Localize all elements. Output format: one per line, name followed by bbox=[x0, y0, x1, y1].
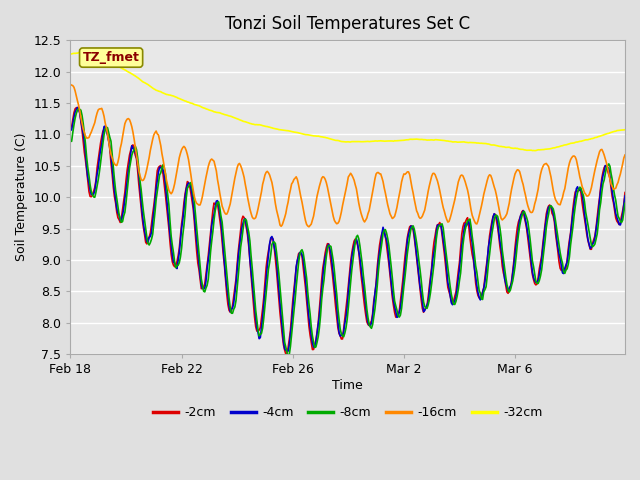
-4cm bbox=[621, 193, 629, 199]
-16cm bbox=[621, 152, 629, 158]
-32cm bbox=[621, 127, 629, 132]
-2cm bbox=[283, 352, 291, 358]
-4cm bbox=[303, 289, 310, 295]
-16cm bbox=[67, 82, 74, 87]
Text: TZ_fmet: TZ_fmet bbox=[83, 51, 140, 64]
-32cm bbox=[84, 48, 92, 53]
Line: -2cm: -2cm bbox=[70, 108, 625, 355]
-16cm bbox=[239, 170, 247, 176]
-16cm bbox=[404, 169, 412, 175]
Title: Tonzi Soil Temperatures Set C: Tonzi Soil Temperatures Set C bbox=[225, 15, 470, 33]
-4cm bbox=[284, 348, 292, 354]
-8cm bbox=[476, 290, 484, 296]
-32cm bbox=[67, 51, 74, 57]
-8cm bbox=[303, 276, 310, 281]
-16cm bbox=[305, 224, 313, 229]
-8cm bbox=[284, 354, 292, 360]
-2cm bbox=[303, 298, 310, 304]
-4cm bbox=[74, 105, 81, 110]
-16cm bbox=[378, 175, 386, 180]
-4cm bbox=[379, 225, 387, 230]
-2cm bbox=[240, 215, 248, 220]
-8cm bbox=[621, 200, 629, 206]
-8cm bbox=[240, 218, 248, 224]
-4cm bbox=[476, 297, 484, 303]
-16cm bbox=[476, 213, 483, 219]
-8cm bbox=[573, 196, 580, 202]
-2cm bbox=[476, 296, 484, 302]
X-axis label: Time: Time bbox=[332, 379, 363, 392]
-8cm bbox=[75, 106, 83, 112]
-2cm bbox=[406, 224, 413, 230]
-32cm bbox=[476, 140, 483, 146]
-16cm bbox=[300, 212, 308, 217]
-8cm bbox=[67, 138, 74, 144]
Line: -16cm: -16cm bbox=[70, 84, 625, 227]
Line: -4cm: -4cm bbox=[70, 108, 625, 351]
-32cm bbox=[531, 148, 538, 154]
-2cm bbox=[621, 190, 629, 195]
Line: -8cm: -8cm bbox=[70, 109, 625, 357]
Legend: -2cm, -4cm, -8cm, -16cm, -32cm: -2cm, -4cm, -8cm, -16cm, -32cm bbox=[148, 401, 548, 424]
-2cm bbox=[74, 105, 81, 110]
Y-axis label: Soil Temperature (C): Soil Temperature (C) bbox=[15, 133, 28, 261]
-32cm bbox=[404, 137, 412, 143]
-16cm bbox=[572, 154, 579, 160]
-8cm bbox=[406, 233, 413, 239]
-32cm bbox=[573, 139, 580, 145]
-8cm bbox=[379, 231, 387, 237]
-32cm bbox=[378, 138, 386, 144]
-2cm bbox=[67, 124, 74, 130]
-2cm bbox=[379, 228, 387, 234]
Line: -32cm: -32cm bbox=[70, 50, 625, 151]
-4cm bbox=[240, 217, 248, 223]
-32cm bbox=[240, 119, 248, 124]
-4cm bbox=[573, 186, 580, 192]
-4cm bbox=[406, 228, 413, 233]
-4cm bbox=[67, 127, 74, 133]
-2cm bbox=[573, 188, 580, 193]
-32cm bbox=[301, 132, 309, 137]
